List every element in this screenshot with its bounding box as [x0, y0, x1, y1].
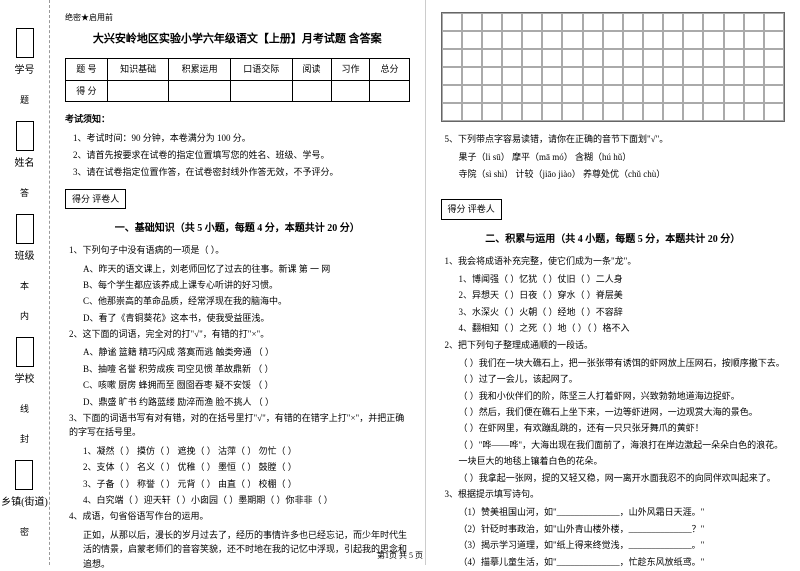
- q3-line: 4、白究端（ ）迎天轩（ ）小囱园（ ）墨期期（ ）你非非（ ）: [65, 493, 410, 507]
- writing-grid: document.write(Array(102).fill('<div cla…: [441, 12, 786, 122]
- question-2: 2、这下面的词语，完全对的打"√"，有错的打"×"。: [65, 327, 410, 341]
- q3-line: 3、子备（ ） 称誉（ ） 元背（ ） 由直（ ） 校棚（ ）: [65, 477, 410, 491]
- s2-question-2: 2、把下列句子整理成通顺的一段话。: [441, 338, 786, 352]
- table-header: 题 号: [66, 59, 108, 80]
- q2-opt: A、静谧 篮籍 精巧闪成 落寞而逃 触类旁通 （ ）: [65, 345, 410, 359]
- binding-margin: 学号 题 姓名 答 班级 本 内 学校 线 封 乡镇(街道) 密: [0, 0, 50, 565]
- confidential-label: 绝密★启用前: [65, 12, 410, 25]
- margin-field-name: 姓名: [15, 121, 35, 169]
- notice-title: 考试须知：: [65, 112, 410, 126]
- question-1: 1、下列句子中没有语病的一项是（ ）。: [65, 243, 410, 257]
- left-column: 绝密★启用前 大兴安岭地区实验小学六年级语文【上册】月考试题 含答案 题 号 知…: [50, 0, 426, 565]
- dash-char: 内: [20, 309, 29, 322]
- q2-opt: B、抽噎 名誉 积劳成疾 司空见惯 革故鼎新 （ ）: [65, 362, 410, 376]
- s2-question-3: 3、根据提示填写诗句。: [441, 487, 786, 501]
- q1-opt: A、昨天的语文课上，刘老师回忆了过去的往事。新课 第 一 网: [65, 262, 410, 276]
- s2q2-line: （ ）我拿起一张网，提的又轻又稳，网一离开水面我忍不的向同伴欢叫起来了。: [441, 471, 786, 485]
- question-3: 3、下面的词语书写有对有错，对的在括号里打"√"，有错的在错字上打"×"，并把正…: [65, 411, 410, 440]
- s2q2-line: 一块巨大的地毯上镶着白色的花朵。: [441, 454, 786, 468]
- s2-question-1: 1、我会将成语补充完整，使它们成为一条"龙"。: [441, 254, 786, 268]
- s2q3-line: （3）揭示学习道理，如"纸上得来终觉浅，______________。": [441, 538, 786, 552]
- exam-title: 大兴安岭地区实验小学六年级语文【上册】月考试题 含答案: [65, 31, 410, 49]
- q5-line: 果子（li sū） 摩平（mā mó） 含糊（hú hǔ）: [441, 150, 786, 164]
- q4-text: 正如，从那以后，漫长的岁月过去了，经历的事情许多也已经忘记，而少年时代生活的情景…: [65, 528, 410, 571]
- notice-item: 1、考试时间：90 分钟，本卷满分为 100 分。: [65, 131, 410, 145]
- question-5: 5、下列带点字容易读错，请你在正确的音节下面划"√"。: [441, 132, 786, 146]
- s2q2-line: （ ）然后，我们便在礁石上坐下来，一边等虾进网，一边观赏大海的景色。: [441, 405, 786, 419]
- margin-field-class: 班级: [15, 214, 35, 262]
- table-header: 积累运用: [169, 59, 231, 80]
- s2q1-line: 3、水深火（ ）火朝（ ）经地（ ）不容辞: [441, 305, 786, 319]
- dash-char: 答: [20, 186, 29, 199]
- s2q3-line: （2）针砭时事政治，如"山外青山楼外楼，______________？": [441, 522, 786, 536]
- s2q2-line: （ ）我和小伙伴们的阶，陈坚三人打着虾网，兴致勃勃地道海边捉虾。: [441, 389, 786, 403]
- s2q2-line: （ ）过了一会儿，该起网了。: [441, 372, 786, 386]
- s2q1-line: 4、翻相知（ ）之死（ ）地（ ）（ ）格不入: [441, 321, 786, 335]
- s2q1-line: 1、博闻强（ ）忆犹（ ）仗旧（ ）二人身: [441, 272, 786, 286]
- margin-field-id: 学号: [15, 28, 35, 76]
- s2q3-line: （1）赞美祖国山河，如"______________，山外风霜日天涯。": [441, 505, 786, 519]
- dash-char: 线: [20, 402, 29, 415]
- page-footer: 第1页 共 5 页: [377, 550, 423, 561]
- notice-item: 3、请在试卷指定位置作答，在试卷密封线外作答无效，不予评分。: [65, 165, 410, 179]
- score-box: 得分 评卷人: [65, 189, 126, 209]
- margin-field-school: 学校: [15, 337, 35, 385]
- table-row-label: 得 分: [66, 80, 108, 101]
- q1-opt: D、看了《青铜葵花》这本书，使我受益匪浅。: [65, 311, 410, 325]
- section2-title: 二、积累与运用（共 4 小题，每题 5 分，本题共计 20 分）: [441, 232, 786, 248]
- section1-title: 一、基础知识（共 5 小题，每题 4 分，本题共计 20 分）: [65, 221, 410, 237]
- table-header: 习作: [331, 59, 370, 80]
- table-header: 口语交际: [230, 59, 292, 80]
- s2q3-line: （4）描摹儿童生活，如"______________，忙趁东风放纸鸢。": [441, 555, 786, 569]
- notice-item: 2、请首先按要求在试卷的指定位置填写您的姓名、班级、学号。: [65, 148, 410, 162]
- s2q2-line: （ ）我们在一块大礁石上，把一张张带有诱饵的虾网放上压网石，按顺序撒下去。: [441, 356, 786, 370]
- question-4: 4、成语，句省俗语写作台的运用。: [65, 509, 410, 523]
- q2-opt: C、咳嗽 厨房 蜂拥而至 囫囵吞枣 疑不安馁 （ ）: [65, 378, 410, 392]
- dash-char: 本: [20, 279, 29, 292]
- s2q2-line: （ ）在虾网里，有欢蹦乱跳的，还有一只只张牙舞爪的黄虾！: [441, 421, 786, 435]
- table-header: 知识基础: [107, 59, 169, 80]
- q3-line: 1、凝然（ ） 摸仿（ ） 遮挽（ ） 沽萍（ ） 勿忙（ ）: [65, 444, 410, 458]
- q3-line: 2、支体（ ） 名义（ ） 优稚（ ） 墨恒（ ） 鼓膛（ ）: [65, 460, 410, 474]
- q2-opt: D、鼎盛 旷书 约路蓝缕 励淬而渔 脸不挑人 （ ）: [65, 395, 410, 409]
- score-table: 题 号 知识基础 积累运用 口语交际 阅读 习作 总分 得 分: [65, 58, 410, 102]
- exam-content: 绝密★启用前 大兴安岭地区实验小学六年级语文【上册】月考试题 含答案 题 号 知…: [50, 0, 800, 565]
- score-box-2: 得分 评卷人: [441, 199, 502, 219]
- s2q1-line: 2、异想天（ ）日夜（ ）穿水（ ）脊层美: [441, 288, 786, 302]
- right-column: document.write(Array(102).fill('<div cla…: [426, 0, 800, 565]
- dash-char: 密: [20, 525, 29, 538]
- q5-line: 寺院（sì shì） 计较（jiāo jiào） 养尊处优（chǔ chù）: [441, 167, 786, 181]
- q1-opt: B、每个学生都应该养成上课专心听讲的好习惯。: [65, 278, 410, 292]
- q1-opt: C、他那崇高的革命品质，经常浮现在我的脑海中。: [65, 294, 410, 308]
- margin-field-town: 乡镇(街道): [1, 460, 48, 508]
- table-header: 阅读: [292, 59, 331, 80]
- dash-char: 封: [20, 432, 29, 445]
- s2q2-line: （ ）"哗——哗"，大海出现在我们面前了，海浪打在岸边激起一朵朵白色的浪花。: [441, 438, 786, 452]
- table-header: 总分: [370, 59, 409, 80]
- dash-char: 题: [20, 93, 29, 106]
